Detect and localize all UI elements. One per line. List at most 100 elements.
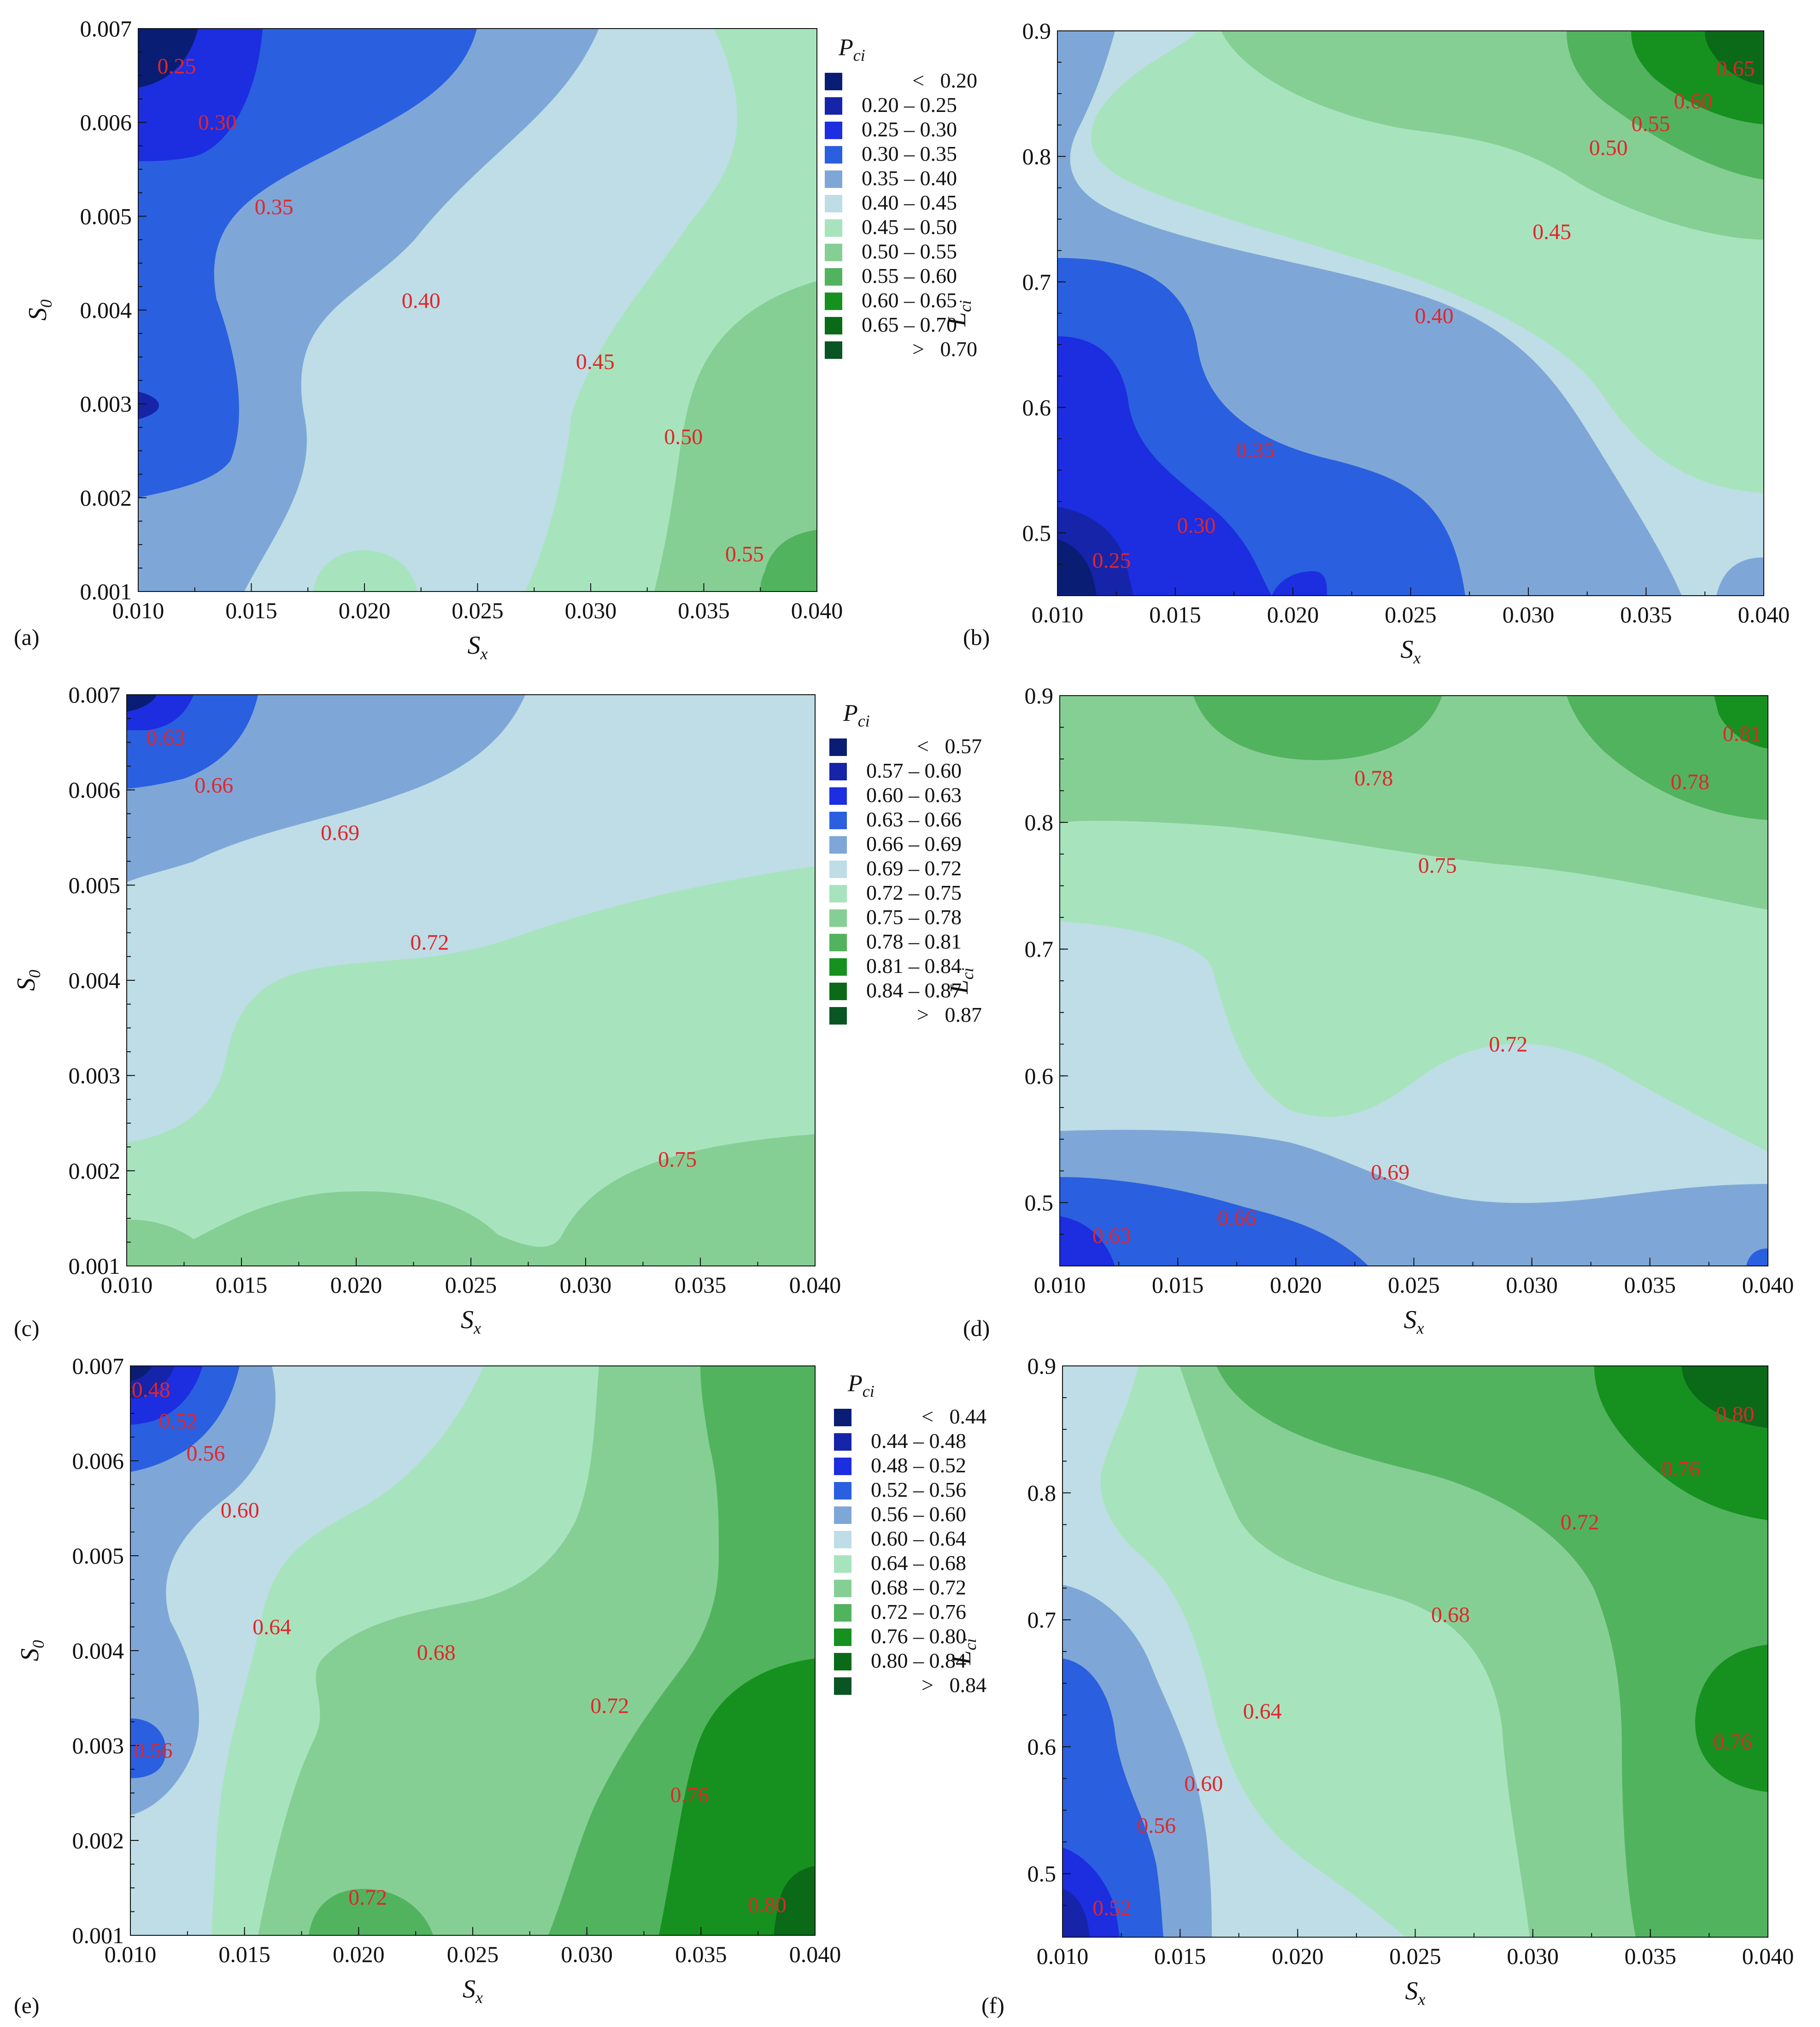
legend-range-label: 0.40 – 0.45: [862, 191, 957, 214]
y-tick-label: 0.004: [80, 297, 132, 323]
legend-swatch: [829, 1007, 847, 1025]
y-tick-label: 0.9: [1022, 18, 1051, 44]
x-tick-label: 0.010: [1037, 1943, 1089, 1969]
panel-d-band-078-081-right: [1567, 696, 1768, 820]
y-tick-label: 0.8: [1022, 143, 1051, 169]
contour-label: 0.55: [1632, 112, 1670, 136]
x-axis-label: Sx: [468, 631, 488, 663]
panel-d-band-063-066: [1060, 1177, 1368, 1266]
legend-range-label: 0.72 – 0.75: [866, 881, 962, 904]
panel-a-band-055-060: [760, 530, 817, 592]
panel-e-band-080-084: [774, 1866, 815, 1935]
contour-label: 0.76: [1661, 1457, 1700, 1481]
contour-label: 0.78: [1671, 770, 1709, 794]
panel-b-band-035-040-corner: [1716, 557, 1764, 596]
legend-range-label: 0.57 – 0.60: [866, 759, 962, 782]
x-tick-label: 0.025: [1388, 1272, 1440, 1298]
legend-swatch: [834, 1604, 851, 1622]
panel-c-band-057-060: [127, 695, 157, 712]
contour-label: 0.55: [725, 542, 764, 567]
panel-e-band-052-056-spot: [130, 1718, 166, 1778]
y-tick-label: 0.001: [80, 579, 132, 604]
legend-range-label: 0.60 – 0.64: [871, 1527, 966, 1550]
y-tick-label: 0.7: [1025, 936, 1054, 962]
panel-a-band-045-050-bottom: [313, 550, 417, 592]
contour-label: 0.64: [252, 1615, 291, 1640]
contour-label: 0.80: [748, 1893, 787, 1917]
panel-a-contours: [138, 29, 817, 592]
x-tick-label: 0.035: [675, 1941, 727, 1967]
contour-label: 0.25: [157, 54, 196, 78]
panel-b-band-065-070: [1705, 31, 1764, 85]
legend-swatch: [829, 983, 847, 1000]
x-tick-label: 0.020: [1267, 602, 1319, 627]
panel-e-band-076-080: [659, 1658, 815, 1935]
legend-range-label: 0.44 – 0.48: [871, 1429, 966, 1453]
contour-label: 0.25: [1092, 549, 1131, 573]
contour-label: 0.30: [1177, 513, 1215, 538]
legend-pci-middle: Pci < 0.570.57 – 0.600.60 – 0.630.63 – 0.…: [829, 700, 982, 1026]
legend-swatch: [829, 738, 847, 756]
panel-d-axes: 0.010 0.015 0.020 0.025 0.030 0.035 0.040 0.5 0.…: [945, 683, 1794, 1341]
legend-pci-bottom: Pci < 0.440.44 – 0.480.48 – 0.520.52 – 0.…: [834, 1371, 986, 1697]
panel-c-contours: [127, 695, 815, 1266]
legend-swatch: [829, 812, 847, 829]
contour-label: 0.72: [1489, 1032, 1527, 1057]
y-tick-label: 0.6: [1027, 1734, 1057, 1760]
x-tick-label: 0.030: [1506, 1272, 1558, 1298]
y-axis-label: S0: [16, 1640, 47, 1661]
contour-label: 0.63: [147, 726, 185, 750]
contour-label: 0.65: [1716, 57, 1755, 81]
x-tick-label: 0.015: [1152, 1272, 1204, 1298]
y-axis-label: S0: [12, 970, 44, 991]
x-tick-label: 0.035: [1624, 1272, 1676, 1298]
legend-range-label: 0.48 – 0.52: [871, 1453, 966, 1477]
y-tick-label: 0.001: [69, 1253, 121, 1279]
contour-label: 0.72: [348, 1886, 387, 1910]
legend-swatch: [825, 195, 842, 212]
contour-label: 0.48: [132, 1378, 170, 1402]
legend-swatch: [825, 97, 842, 115]
y-tick-label: 0.002: [72, 1828, 124, 1853]
panel-b-contours: [1057, 31, 1764, 596]
legend-range-label: 0.63 – 0.66: [866, 808, 962, 831]
x-axis-label: Sx: [1405, 1977, 1426, 2009]
x-tick-label: 0.020: [1272, 1943, 1324, 1969]
legend-range-label: 0.25 – 0.30: [862, 117, 957, 141]
panel-e-band-060-064: [130, 1366, 484, 1935]
legend-range-label: < 0.44: [922, 1405, 986, 1428]
legend-range-label: 0.56 – 0.60: [871, 1502, 966, 1526]
y-tick-label: 0.9: [1027, 1353, 1057, 1379]
legend-swatch: [834, 1555, 851, 1573]
panel-letter: (f): [981, 1992, 1004, 2018]
legend-swatch: [825, 341, 842, 359]
contour-label: 0.63: [1092, 1224, 1131, 1248]
contour-label: 0.50: [664, 425, 703, 449]
legend-swatch: [825, 268, 842, 286]
x-tick-label: 0.020: [339, 598, 391, 623]
x-tick-label: 0.015: [216, 1272, 268, 1298]
x-tick-label: 0.015: [1154, 1943, 1206, 1969]
x-tick-label: 0.010: [1034, 1272, 1086, 1298]
legend-range-label: 0.80 – 0.84: [871, 1649, 966, 1672]
panel-letter: (a): [14, 624, 40, 650]
panel-d-band-060-063: [1060, 1216, 1115, 1266]
legend-swatch: [829, 836, 847, 854]
y-tick-label: 0.8: [1025, 809, 1054, 835]
contour-label: 0.76: [670, 1783, 709, 1807]
legend-swatch: [825, 293, 842, 310]
legend-range-label: 0.30 – 0.35: [862, 142, 957, 165]
contour-label: 0.69: [1371, 1160, 1409, 1184]
y-tick-label: 0.6: [1022, 394, 1051, 420]
legend-swatch: [825, 317, 842, 334]
legend-range-label: 0.52 – 0.56: [871, 1478, 966, 1501]
panel-e-band-072-076-bottom: [309, 1889, 433, 1935]
panel-letter: (c): [14, 1315, 40, 1341]
legend-swatch: [825, 244, 842, 261]
panel-d-band-078-081-left: [1193, 696, 1442, 760]
legend-swatch: [825, 146, 842, 164]
x-tick-label: 0.025: [1389, 1943, 1441, 1969]
x-axis-label: Sx: [463, 1975, 483, 2007]
legend-swatch: [834, 1653, 851, 1670]
